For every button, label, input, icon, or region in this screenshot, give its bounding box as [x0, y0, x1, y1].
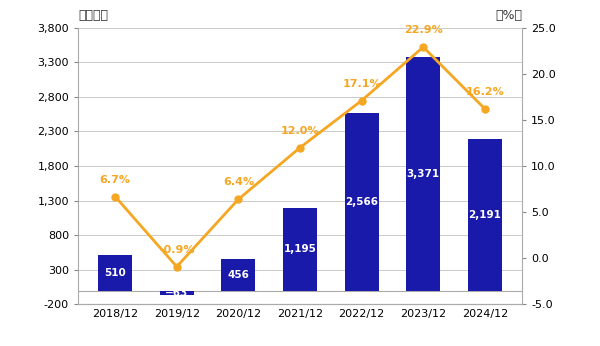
Text: 1,195: 1,195 [284, 244, 316, 254]
Text: 3,371: 3,371 [407, 169, 440, 179]
Text: 6.4%: 6.4% [223, 177, 254, 187]
Bar [221, 259, 256, 291]
Bar [406, 57, 440, 291]
Text: 510: 510 [104, 268, 126, 278]
Text: -0.9%: -0.9% [159, 245, 194, 255]
Text: 2,191: 2,191 [469, 210, 502, 220]
Bar [160, 291, 194, 295]
Text: 12.0%: 12.0% [281, 126, 319, 136]
Text: 22.9%: 22.9% [404, 25, 443, 35]
Text: 6.7%: 6.7% [100, 174, 131, 184]
Text: 17.1%: 17.1% [343, 79, 381, 89]
Text: 2,566: 2,566 [345, 197, 378, 207]
Text: （%）: （%） [495, 9, 522, 22]
Bar [98, 255, 132, 291]
Bar [283, 208, 317, 291]
Text: （億円）: （億円） [78, 9, 108, 22]
Text: 456: 456 [227, 270, 250, 280]
Text: −63: −63 [165, 288, 188, 298]
Text: 16.2%: 16.2% [466, 87, 504, 97]
Bar [344, 113, 379, 291]
Bar [468, 139, 502, 291]
